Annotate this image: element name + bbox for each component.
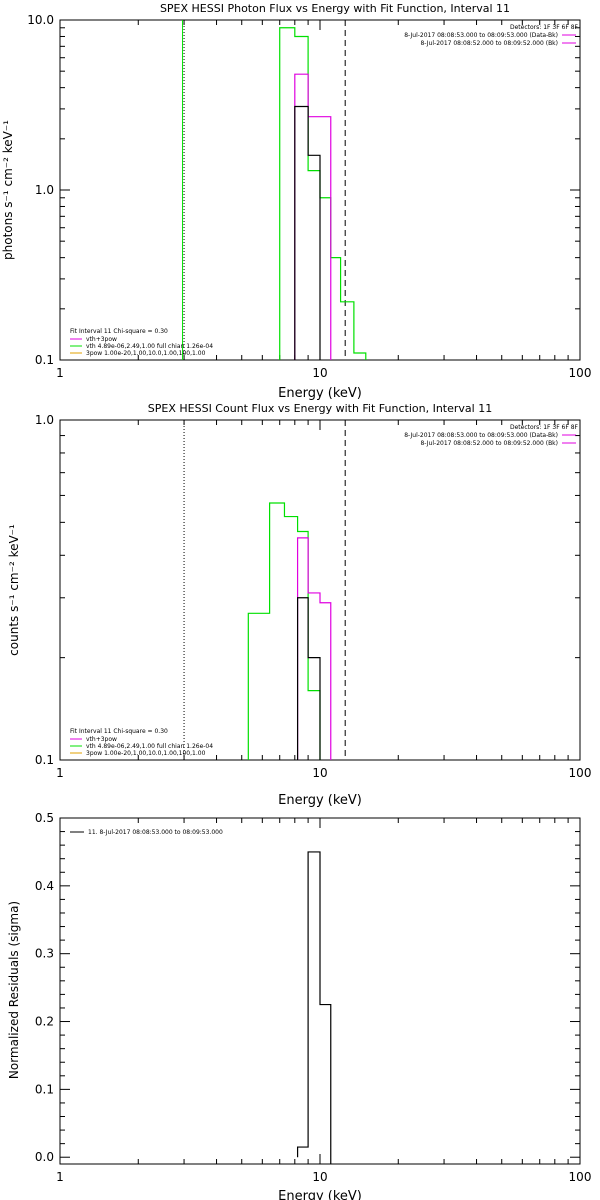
green-step-series <box>247 502 321 760</box>
panel2-legend-entry: 8-Jul-2017 08:08:52.000 to 08:09:52.000 … <box>420 440 558 447</box>
panel1-fit-header: Fit Interval 11 Chi-square = 0.30 <box>70 328 168 335</box>
panel1-series <box>182 20 367 360</box>
x-tick-label: 100 <box>569 766 592 780</box>
panel2-legend-entry: 8-Jul-2017 08:08:53.000 to 08:09:53.000 … <box>404 432 558 439</box>
panel3-legend-entry: 11. 8-Jul-2017 08:08:53.000 to 08:09:53.… <box>88 829 223 836</box>
x-tick-label: 1 <box>56 766 64 780</box>
x-tick-label: 100 <box>569 366 592 380</box>
panel1-fit-legend: Fit Interval 11 Chi-square = 0.30 vth+3p… <box>70 328 213 357</box>
y-tick-label: 1.0 <box>35 413 54 427</box>
panel1-title: SPEX HESSI Photon Flux vs Energy with Fi… <box>160 2 510 15</box>
panel2-ticks: 1 10 100 0.1 1.0 <box>35 413 592 780</box>
black-step-series <box>296 597 321 760</box>
y-tick-label: 0.1 <box>35 1082 54 1096</box>
y-tick-label: 0.1 <box>35 353 54 367</box>
x-tick-label: 10 <box>312 366 327 380</box>
panel1-top-legend: Detectors: 1F 3F 6F 8F 8-Jul-2017 08:08:… <box>404 24 578 47</box>
panel1-ticks: 1 10 100 0.1 1.0 10.0 <box>27 13 591 380</box>
x-tick-label: 10 <box>312 1170 327 1184</box>
residuals-panel: Energy (keV) Normalized Residuals (sigma… <box>7 811 591 1200</box>
green-step-series <box>279 27 367 360</box>
black-step-series <box>294 105 321 360</box>
y-tick-label: 0.3 <box>35 947 54 961</box>
panel2-fit-legend: Fit Interval 11 Chi-square = 0.30 vth+3p… <box>70 728 213 757</box>
panel2-legend-header: Detectors: 1F 3F 6F 8F <box>510 424 579 431</box>
panel2-x-label: Energy (keV) <box>278 793 362 808</box>
y-tick-label: 1.0 <box>35 183 54 197</box>
panel1-legend-entry: 8-Jul-2017 08:08:52.000 to 08:09:52.000 … <box>420 40 558 47</box>
x-tick-label: 1 <box>56 1170 64 1184</box>
panel3-x-label: Energy (keV) <box>278 1189 362 1200</box>
panel2-fit-entry: vth 4.89e-06,2.49,1.00 full chian 1.26e-… <box>86 743 213 750</box>
y-tick-label: 0.1 <box>35 753 54 767</box>
panel1-legend-entry: 8-Jul-2017 08:08:53.000 to 08:09:53.000 … <box>404 32 558 39</box>
panel2-title: SPEX HESSI Count Flux vs Energy with Fit… <box>148 402 492 415</box>
panel2-fit-entry: vth+3pow <box>86 736 117 743</box>
panel1-fit-entry: vth 4.89e-06,2.49,1.00 full chian 1.26e-… <box>86 343 213 350</box>
panel1-x-label: Energy (keV) <box>278 386 362 401</box>
panel2-fit-header: Fit Interval 11 Chi-square = 0.30 <box>70 728 168 735</box>
panel3-ticks: 1 10 100 0.0 0.1 0.2 0.3 0.4 0.5 <box>35 811 592 1184</box>
x-tick-label: 10 <box>312 766 327 780</box>
magenta-step-series <box>296 537 332 760</box>
panel1-fit-entry: 3pow 1.00e-20,1.00,10.0,1.00,100,1.00 <box>86 350 206 357</box>
y-tick-label: 0.4 <box>35 879 54 893</box>
panel2-y-label: counts s⁻¹ cm⁻² keV⁻¹ <box>7 524 21 656</box>
panel2-series <box>183 420 346 760</box>
panel1-y-label: photons s⁻¹ cm⁻² keV⁻¹ <box>1 120 15 260</box>
y-tick-label: 0.2 <box>35 1015 54 1029</box>
panel1-legend-header: Detectors: 1F 3F 6F 8F <box>510 24 579 31</box>
x-tick-label: 100 <box>569 1170 592 1184</box>
y-tick-label: 0.5 <box>35 811 54 825</box>
y-tick-label: 0.0 <box>35 1150 54 1164</box>
panel3-series <box>296 851 332 1164</box>
panel2-top-legend: Detectors: 1F 3F 6F 8F 8-Jul-2017 08:08:… <box>404 424 578 447</box>
panel1-fit-entry: vth+3pow <box>86 336 117 343</box>
photon-flux-panel: SPEX HESSI Photon Flux vs Energy with Fi… <box>1 2 591 401</box>
x-tick-label: 1 <box>56 366 64 380</box>
panel2-fit-entry: 3pow 1.00e-20,1.00,10.0,1.00,100,1.00 <box>86 750 206 757</box>
panel3-legend: 11. 8-Jul-2017 08:08:53.000 to 08:09:53.… <box>70 829 223 836</box>
y-tick-label: 10.0 <box>27 13 54 27</box>
magenta-step-series <box>294 73 332 360</box>
black-step-series <box>296 851 332 1164</box>
count-flux-panel: SPEX HESSI Count Flux vs Energy with Fit… <box>7 402 591 808</box>
panel3-y-label: Normalized Residuals (sigma) <box>7 901 21 1079</box>
